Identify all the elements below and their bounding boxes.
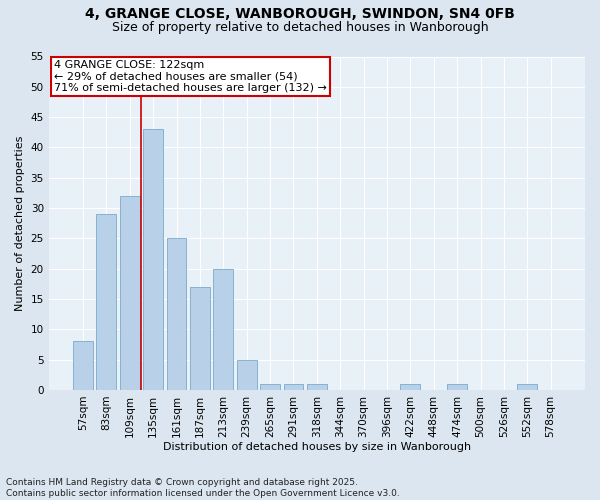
Bar (190, 287, 210, 390)
Bar (120, 196, 140, 390)
Bar (214, 268, 233, 390)
X-axis label: Distribution of detached houses by size in Wanborough: Distribution of detached houses by size … (163, 442, 471, 452)
Bar (167, 238, 187, 390)
Text: Size of property relative to detached houses in Wanborough: Size of property relative to detached ho… (112, 21, 488, 34)
Y-axis label: Number of detached properties: Number of detached properties (15, 136, 25, 311)
Bar (284, 384, 304, 390)
Bar (143, 130, 163, 390)
Bar (237, 360, 257, 390)
Bar (447, 384, 467, 390)
Bar (73, 342, 93, 390)
Text: 4 GRANGE CLOSE: 122sqm
← 29% of detached houses are smaller (54)
71% of semi-det: 4 GRANGE CLOSE: 122sqm ← 29% of detached… (54, 60, 327, 93)
Text: 4, GRANGE CLOSE, WANBOROUGH, SWINDON, SN4 0FB: 4, GRANGE CLOSE, WANBOROUGH, SWINDON, SN… (85, 8, 515, 22)
Bar (400, 384, 421, 390)
Bar (307, 384, 327, 390)
Bar (260, 384, 280, 390)
Bar (97, 214, 116, 390)
Text: Contains HM Land Registry data © Crown copyright and database right 2025.
Contai: Contains HM Land Registry data © Crown c… (6, 478, 400, 498)
Bar (517, 384, 537, 390)
